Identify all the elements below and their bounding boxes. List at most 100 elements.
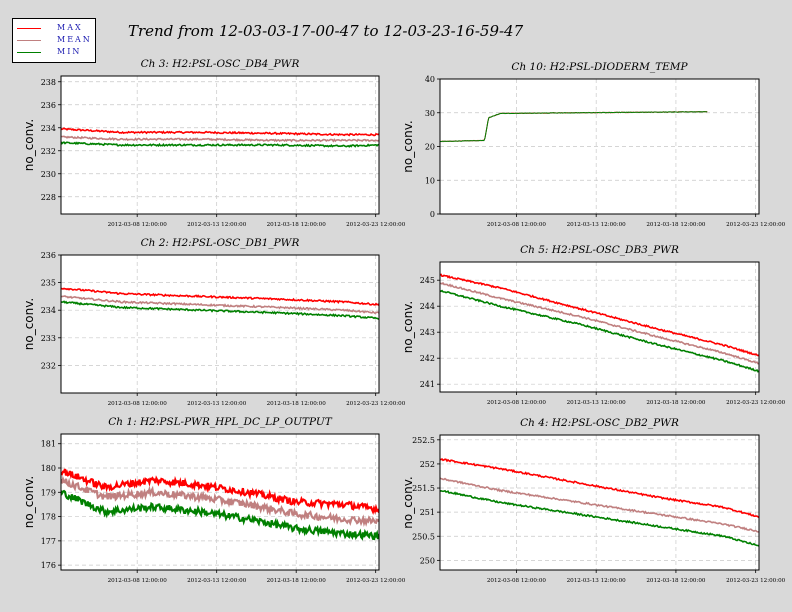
y-tick-label: 238	[41, 78, 56, 87]
series-line-mean	[61, 475, 379, 527]
y-tick-label: 234	[41, 124, 56, 133]
y-tick-label: 236	[41, 101, 56, 110]
x-tick-label: 2012-03-18 12:00:00	[267, 401, 327, 407]
y-tick-label: 0	[430, 210, 435, 219]
x-tick-label: 2012-03-18 12:00:00	[267, 578, 327, 584]
plot-area	[440, 262, 759, 392]
page-title: Trend from 12-03-03-17-00-47 to 12-03-23…	[128, 22, 524, 40]
x-tick-label: 2012-03-23 12:00:00	[726, 400, 786, 406]
y-tick-label: 181	[41, 440, 56, 449]
x-tick-label: 2012-03-23 12:00:00	[726, 222, 786, 228]
plot-frame	[439, 434, 760, 571]
x-tick-label: 2012-03-08 12:00:00	[487, 222, 547, 228]
chart-panel-3: 232 233 234 235 236 2012-03-08 12:00:00 2012-0…	[22, 237, 406, 407]
y-tick-label: 234	[41, 306, 56, 315]
y-tick-label: 251	[420, 508, 435, 517]
chart-panel-5: 176 177 178 179 180 181 2012-03-08 12:00:00 201…	[22, 416, 406, 584]
plot-area	[440, 79, 759, 214]
legend-swatch-mean	[17, 40, 41, 41]
plot-frame	[60, 433, 380, 571]
x-tick-label: 2012-03-13 12:00:00	[567, 222, 627, 228]
chart-title: Ch 4: H2:PSL-OSC_DB2_PWR	[520, 417, 679, 429]
plot-area	[440, 435, 759, 570]
series-line-mean	[440, 281, 759, 365]
series-group	[440, 457, 759, 547]
series-line-max	[61, 468, 379, 516]
y-axis-label: no_conv.	[401, 120, 415, 172]
series-line-max	[440, 457, 759, 519]
x-tick-label: 2012-03-18 12:00:00	[646, 578, 706, 584]
y-tick-label: 252	[420, 460, 435, 469]
legend-swatch-max	[17, 28, 41, 29]
x-tick-label: 2012-03-18 12:00:00	[646, 222, 706, 228]
x-tick-label: 2012-03-13 12:00:00	[187, 401, 247, 407]
y-tick-label: 243	[420, 328, 435, 337]
x-tick-label: 2012-03-13 12:00:00	[187, 578, 247, 584]
y-tick-label: 232	[41, 361, 56, 370]
chart-panel-4: 241 242 243 244 245 2012-03-08 12:00:00 2012-0…	[401, 244, 786, 406]
series-line-max	[440, 273, 759, 357]
series-group	[440, 111, 708, 143]
y-tick-label: 244	[420, 302, 435, 311]
y-tick-label: 235	[41, 279, 56, 288]
series-group	[61, 468, 379, 541]
legend-label-max: MAX	[57, 23, 83, 32]
y-tick-label: 230	[41, 170, 56, 179]
y-tick-label: 20	[425, 143, 435, 152]
chart-title: Ch 10: H2:PSL-DIODERM_TEMP	[511, 61, 688, 73]
chart-title: Ch 5: H2:PSL-OSC_DB3_PWR	[520, 244, 679, 256]
plot-frame	[60, 75, 380, 215]
x-tick-label: 2012-03-23 12:00:00	[726, 578, 786, 584]
x-tick-label: 2012-03-13 12:00:00	[567, 400, 627, 406]
chart-panel-6: 250 250.5 251 251.5 252 252.5 2012-03-08 12:00…	[401, 417, 786, 584]
x-tick-label: 2012-03-08 12:00:00	[108, 578, 168, 584]
x-tick-label: 2012-03-18 12:00:00	[267, 222, 327, 228]
x-tick-label: 2012-03-23 12:00:00	[346, 222, 406, 228]
series-line-min	[440, 111, 708, 143]
y-tick-label: 232	[41, 147, 56, 156]
x-tick-label: 2012-03-13 12:00:00	[187, 222, 247, 228]
x-tick-label: 2012-03-18 12:00:00	[646, 400, 706, 406]
series-line-min	[440, 489, 759, 547]
chart-title: Ch 3: H2:PSL-OSC_DB4_PWR	[141, 58, 300, 70]
y-axis-label: no_conv.	[22, 476, 36, 528]
series-line-min	[440, 289, 759, 373]
y-tick-label: 176	[41, 561, 56, 570]
y-tick-label: 180	[41, 464, 56, 473]
series-line-mean	[440, 477, 759, 533]
legend: MAX MEAN MIN	[12, 18, 96, 63]
legend-label-min: MIN	[57, 47, 82, 56]
y-tick-label: 178	[41, 513, 56, 522]
chart-title: Ch 1: H2:PSL-PWR_HPL_DC_LP_OUTPUT	[108, 416, 332, 428]
y-axis-label: no_conv.	[401, 301, 415, 353]
y-tick-label: 245	[420, 276, 435, 285]
y-tick-label: 30	[425, 109, 435, 118]
y-tick-label: 40	[425, 75, 435, 84]
y-axis-label: no_conv.	[22, 298, 36, 350]
series-line-min	[61, 141, 379, 148]
y-tick-label: 179	[41, 488, 56, 497]
x-tick-label: 2012-03-23 12:00:00	[346, 401, 406, 407]
plot-frame	[60, 254, 380, 394]
y-tick-label: 177	[41, 537, 56, 546]
series-line-mean	[61, 135, 379, 143]
y-tick-label: 228	[41, 193, 56, 202]
x-tick-label: 2012-03-08 12:00:00	[487, 578, 547, 584]
x-tick-label: 2012-03-08 12:00:00	[108, 401, 168, 407]
legend-item-max: MAX	[17, 23, 93, 34]
series-line-mean	[61, 295, 379, 315]
plot-area	[61, 255, 379, 393]
y-tick-label: 251.5	[412, 484, 435, 493]
plot-frame	[439, 78, 760, 215]
x-tick-label: 2012-03-08 12:00:00	[487, 400, 547, 406]
legend-label-mean: MEAN	[57, 35, 92, 44]
series-line-max	[61, 127, 379, 137]
x-tick-label: 2012-03-13 12:00:00	[567, 578, 627, 584]
y-tick-label: 252.5	[412, 436, 435, 445]
y-axis-label: no_conv.	[401, 476, 415, 528]
series-group	[61, 287, 379, 321]
series-line-min	[61, 300, 379, 321]
y-tick-label: 242	[420, 354, 435, 363]
legend-swatch-min	[17, 52, 41, 53]
